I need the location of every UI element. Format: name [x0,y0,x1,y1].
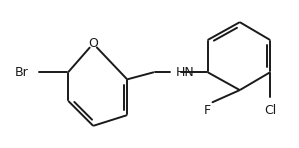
Text: HN: HN [176,66,194,79]
Text: O: O [88,37,98,50]
Text: Br: Br [15,66,29,79]
Text: Cl: Cl [264,104,276,117]
Text: F: F [204,104,211,117]
